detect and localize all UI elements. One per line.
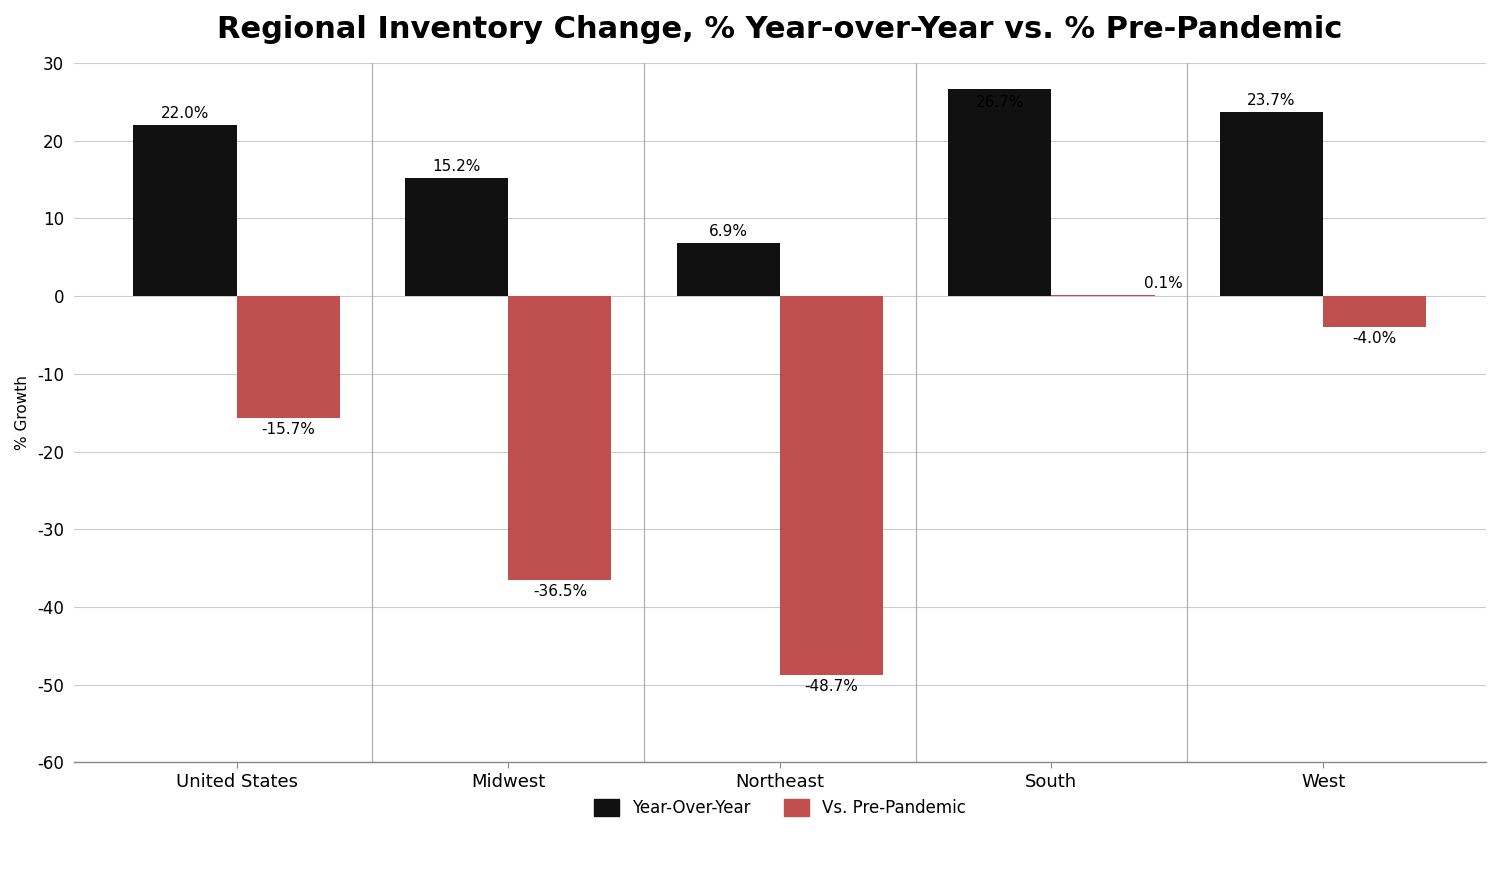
- Bar: [1220, 112, 1322, 296]
- Bar: [949, 89, 1051, 296]
- Text: 6.9%: 6.9%: [708, 224, 747, 239]
- Y-axis label: % Growth: % Growth: [15, 375, 30, 450]
- Text: -36.5%: -36.5%: [533, 584, 587, 599]
- Bar: [781, 296, 883, 675]
- Bar: [1322, 296, 1426, 327]
- Legend: Year-Over-Year, Vs. Pre-Pandemic: Year-Over-Year, Vs. Pre-Pandemic: [587, 793, 973, 824]
- Title: Regional Inventory Change, % Year-over-Year vs. % Pre-Pandemic: Regional Inventory Change, % Year-over-Y…: [218, 15, 1342, 44]
- Bar: [677, 242, 781, 296]
- Text: 23.7%: 23.7%: [1247, 93, 1295, 108]
- Text: 26.7%: 26.7%: [976, 95, 1024, 110]
- Bar: [237, 296, 339, 418]
- Text: 0.1%: 0.1%: [1144, 277, 1183, 292]
- Text: -15.7%: -15.7%: [261, 422, 315, 437]
- Text: -4.0%: -4.0%: [1352, 331, 1397, 346]
- Bar: [134, 125, 237, 296]
- Bar: [405, 178, 509, 296]
- Text: 15.2%: 15.2%: [432, 159, 480, 174]
- Text: -48.7%: -48.7%: [805, 678, 859, 693]
- Text: 22.0%: 22.0%: [161, 107, 209, 122]
- Bar: [509, 296, 611, 580]
